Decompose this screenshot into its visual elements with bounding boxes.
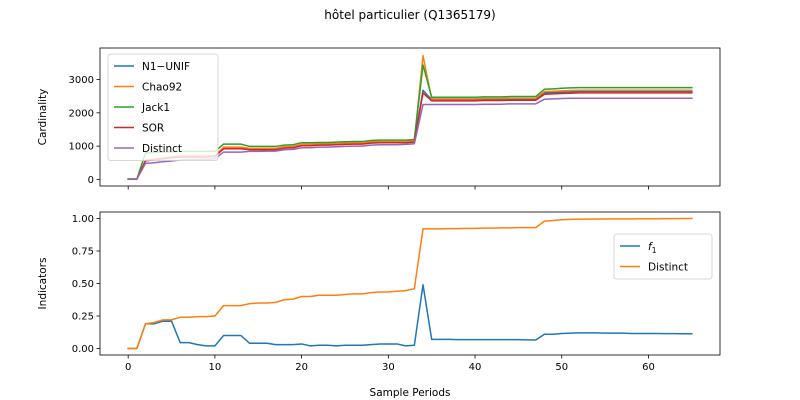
y-tick-label: 1000 bbox=[69, 142, 94, 153]
y-tick-label: 3000 bbox=[69, 75, 94, 86]
series-line-1-1 bbox=[127, 217, 693, 350]
y-tick-label: 0 bbox=[88, 175, 94, 186]
legend: f1 Distinct bbox=[613, 233, 713, 280]
legend-label: N1−UNIF bbox=[142, 61, 190, 73]
x-tick-label: 60 bbox=[642, 362, 655, 373]
y-axis-label: Cardinality bbox=[37, 89, 49, 146]
figure-title: hôtel particulier (Q1365179) bbox=[324, 8, 495, 22]
plot-frame bbox=[99, 47, 721, 187]
legend-label: f1 bbox=[648, 241, 657, 255]
legend: N1−UNIF Chao92 Jack1 SOR Distinct bbox=[107, 53, 219, 161]
y-tick-label: 2000 bbox=[69, 108, 94, 119]
x-tick-label: 30 bbox=[382, 362, 395, 373]
y-tick-label: 0.00 bbox=[72, 344, 94, 355]
x-tick-label: 0 bbox=[125, 362, 131, 373]
series-line-1-0 bbox=[127, 284, 693, 350]
x-tick-label: 20 bbox=[295, 362, 308, 373]
indicators-panel: 0 10 20 30 40 50 60 0.00 0.25 0.50 0.75 1.00 Indicat… bbox=[37, 211, 721, 399]
series-line-0-1 bbox=[127, 54, 693, 180]
legend-label: Distinct bbox=[142, 143, 182, 155]
legend-label: Chao92 bbox=[142, 82, 182, 94]
y-axis-label: Indicators bbox=[37, 258, 49, 310]
legend-label: Jack1 bbox=[141, 102, 170, 114]
series-line-0-2 bbox=[127, 64, 693, 180]
y-tick-label: 0.50 bbox=[72, 279, 94, 290]
y-tick-label: 0.75 bbox=[72, 247, 94, 258]
y-tick-label: 0.25 bbox=[72, 312, 94, 323]
y-tick-label: 1.00 bbox=[72, 214, 94, 225]
legend-box bbox=[107, 53, 219, 161]
x-tick-label: 10 bbox=[209, 362, 222, 373]
x-tick-label: 50 bbox=[555, 362, 568, 373]
series-line-0-4 bbox=[127, 97, 693, 180]
legend-label: Distinct bbox=[648, 262, 688, 274]
cardinality-panel: 0 1000 2000 3000 Cardinality N1−UNIF Chao92 Jac… bbox=[37, 47, 721, 190]
x-axis-label: Sample Periods bbox=[370, 387, 451, 399]
series-line-0-3 bbox=[127, 92, 693, 180]
legend-label: SOR bbox=[142, 123, 164, 135]
x-tick-label: 40 bbox=[469, 362, 482, 373]
